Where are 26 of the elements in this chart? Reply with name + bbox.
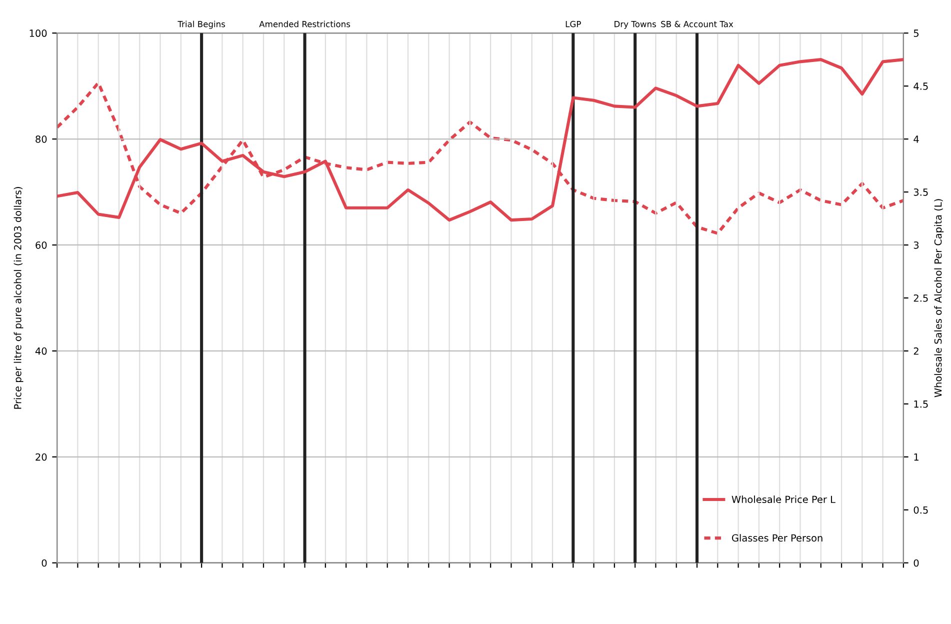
y2-tick-label: 3.5 <box>914 188 928 196</box>
legend-label: Wholesale Price Per L <box>732 496 836 504</box>
y2-tick-label: 4.5 <box>914 82 928 90</box>
y-tick-label: 80 <box>36 136 47 143</box>
legend-label: Glasses Per Person <box>732 534 822 542</box>
text: LGP <box>566 20 581 28</box>
text: Trial Begins <box>178 20 226 29</box>
y-tick-label: 40 <box>35 347 47 355</box>
y-tick-label: 100 <box>30 30 47 37</box>
y2-tick-label: 1 <box>914 454 918 461</box>
y2-tick-label: 2.5 <box>914 294 928 302</box>
y-tick-label: 0 <box>42 559 47 567</box>
y2-tick-label: 5 <box>914 30 919 37</box>
text: Amended Restrictions <box>259 20 350 28</box>
y2-tick-label: 0 <box>914 559 919 567</box>
y2-tick-label: 0.5 <box>914 506 928 514</box>
y2-tick-label: 4 <box>914 136 919 143</box>
y2-tick-label: 2 <box>914 347 918 355</box>
y2-tick-label: 1.5 <box>914 400 928 408</box>
y-axis-title: Price per litre of pure alcohol (in 2003 dollars) <box>14 187 24 409</box>
y-tick-label: 20 <box>36 453 47 461</box>
y2-tick-label: 3 <box>914 241 919 249</box>
y2-axis-title: Wholesale Sales of Alcohol Per Capita (L) <box>934 199 944 398</box>
y-tick-label: 60 <box>36 241 47 249</box>
text: Dry Towns <box>614 21 656 29</box>
text: SB & Account Tax <box>661 20 734 28</box>
